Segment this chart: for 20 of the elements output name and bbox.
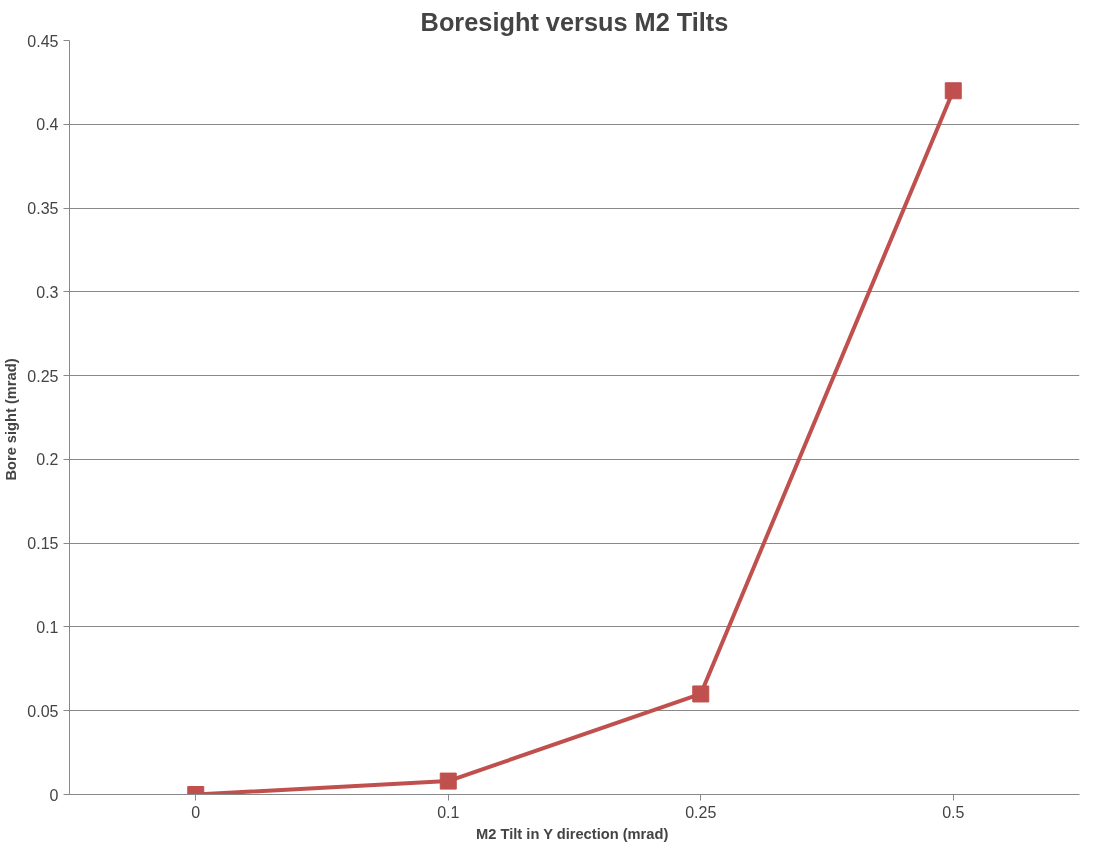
y-tick-label: 0.45 [27,32,59,50]
x-tick-label: 0 [191,803,201,821]
y-tick-label: 0.4 [36,116,59,134]
point [944,82,962,100]
x-tick-label: 0.25 [685,803,717,821]
x-tick-label: 0.5 [942,803,965,821]
x-axis-title: M2 Tilt in Y direction (mrad) [476,825,669,842]
y-tick-label: 0.2 [36,451,59,469]
y-tick-label: 0.3 [36,283,59,301]
point [439,772,457,790]
point [692,685,710,703]
y-tick-label: 0.35 [27,200,59,218]
x-tick-label: 0.1 [437,803,460,821]
y-axis-title: Bore sight (mrad) [3,358,20,481]
y-tick-label: 0.1 [36,618,59,636]
y-tick-label: 0.15 [27,535,59,553]
chart-title: Boresight versus M2 Tilts [420,7,729,36]
y-tick-label: 0.05 [27,702,59,720]
y-tick-label: 0 [49,786,59,804]
y-tick-label: 0.25 [27,367,59,385]
